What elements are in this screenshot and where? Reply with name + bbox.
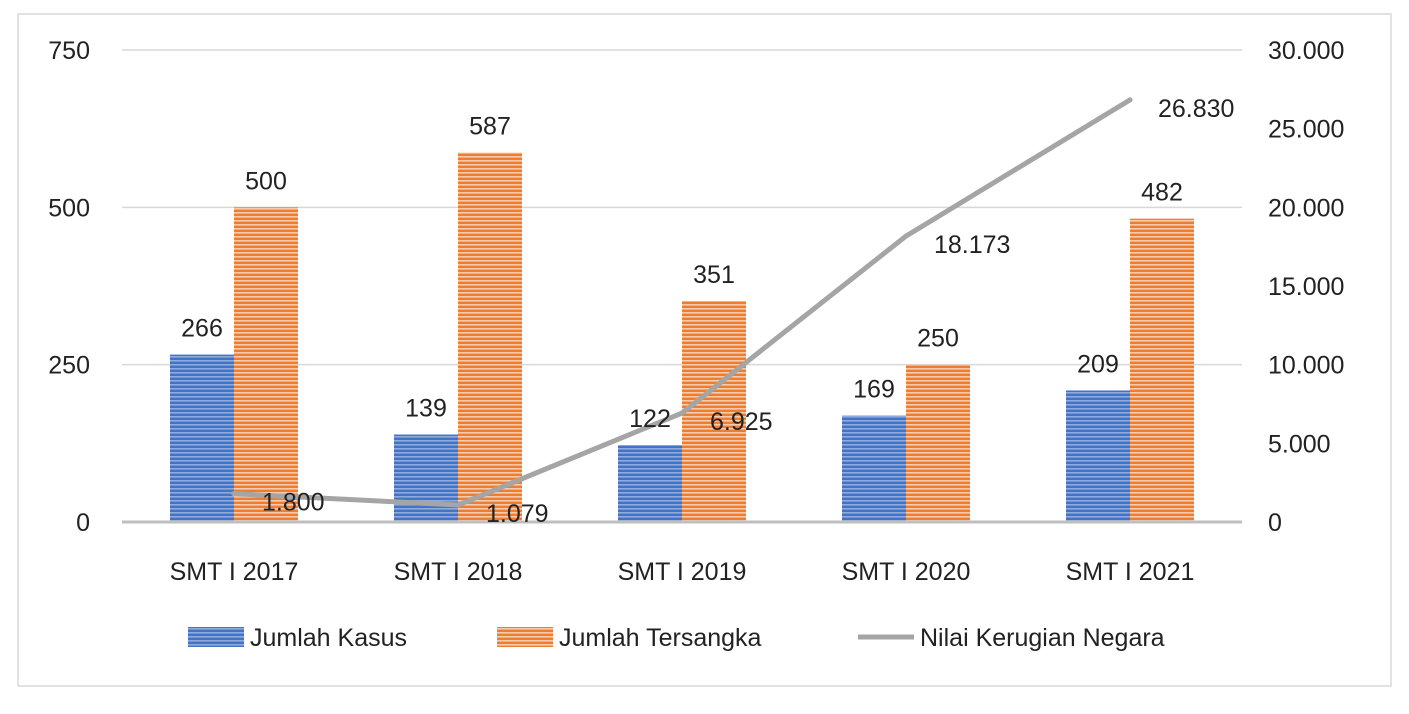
bar-jumlah-tersangka <box>1130 218 1194 523</box>
bar-jumlah-kasus <box>842 415 906 522</box>
legend-label: Jumlah Tersangka <box>559 624 762 652</box>
bars <box>170 152 1194 523</box>
bar-data-label: 500 <box>245 167 287 195</box>
line-data-label: 6.925 <box>710 408 773 436</box>
line-data-label: 1.800 <box>262 489 325 517</box>
legend-swatch <box>188 627 244 647</box>
data-labels: 266 139 122 169 209 500 587 351 250 482 1.800 1.079… <box>181 95 1234 528</box>
line-point <box>231 491 237 497</box>
y-left-tick-label: 750 <box>48 37 90 65</box>
y-left-tick-label: 500 <box>48 194 90 222</box>
tick-labels: 0 250 500 750 0 5.000 10.000 15.000 20.000 25.000… <box>48 37 1344 537</box>
bar-data-label: 209 <box>1077 350 1119 378</box>
line-point <box>903 233 909 239</box>
y-left-tick-label: 250 <box>48 352 90 380</box>
bar-jumlah-kasus <box>170 354 234 522</box>
legend-label: Jumlah Kasus <box>250 624 407 652</box>
legend-swatch <box>497 627 553 647</box>
bar-data-label: 139 <box>405 395 447 423</box>
bar-data-label: 250 <box>917 325 959 353</box>
y-left-tick-label: 0 <box>76 509 90 537</box>
line-data-label: 26.830 <box>1158 95 1234 123</box>
bar-jumlah-tersangka <box>682 301 746 522</box>
bar-jumlah-tersangka <box>458 152 522 522</box>
line-point <box>455 502 461 508</box>
x-tick-label: SMT I 2020 <box>842 558 971 586</box>
bar-jumlah-kasus <box>394 434 458 522</box>
legend-label: Nilai Kerugian Negara <box>920 624 1165 652</box>
y-right-tick-label: 20.000 <box>1268 194 1344 222</box>
y-right-tick-label: 0 <box>1268 509 1282 537</box>
bar-data-label: 587 <box>469 113 511 141</box>
legend: Jumlah Kasus Jumlah Tersangka Nilai Kerugi… <box>188 624 1165 652</box>
bar-data-label: 122 <box>629 405 671 433</box>
bar-jumlah-tersangka <box>906 364 970 522</box>
line-point <box>679 410 685 416</box>
y-right-tick-label: 10.000 <box>1268 352 1344 380</box>
x-tick-label: SMT I 2021 <box>1066 558 1195 586</box>
y-right-tick-label: 15.000 <box>1268 273 1344 301</box>
x-axis: SMT I 2017 SMT I 2018 SMT I 2019 SMT I 2020… <box>122 520 1242 586</box>
y-right-tick-label: 5.000 <box>1268 430 1331 458</box>
x-tick-label: SMT I 2017 <box>170 558 299 586</box>
bar-data-label: 266 <box>181 315 223 343</box>
line-data-label: 1.079 <box>486 500 549 528</box>
bar-jumlah-kasus <box>1066 390 1130 522</box>
bar-jumlah-kasus <box>618 445 682 522</box>
x-tick-label: SMT I 2018 <box>394 558 523 586</box>
line-point <box>1127 97 1133 103</box>
x-tick-label: SMT I 2019 <box>618 558 747 586</box>
bar-data-label: 351 <box>693 261 735 289</box>
bar-data-label: 169 <box>853 376 895 404</box>
y-right-tick-label: 25.000 <box>1268 116 1344 144</box>
bar-jumlah-tersangka <box>234 207 298 523</box>
line-data-label: 18.173 <box>934 231 1010 259</box>
bar-data-label: 482 <box>1141 179 1183 207</box>
line-series <box>231 97 1133 508</box>
y-right-tick-label: 30.000 <box>1268 37 1344 65</box>
